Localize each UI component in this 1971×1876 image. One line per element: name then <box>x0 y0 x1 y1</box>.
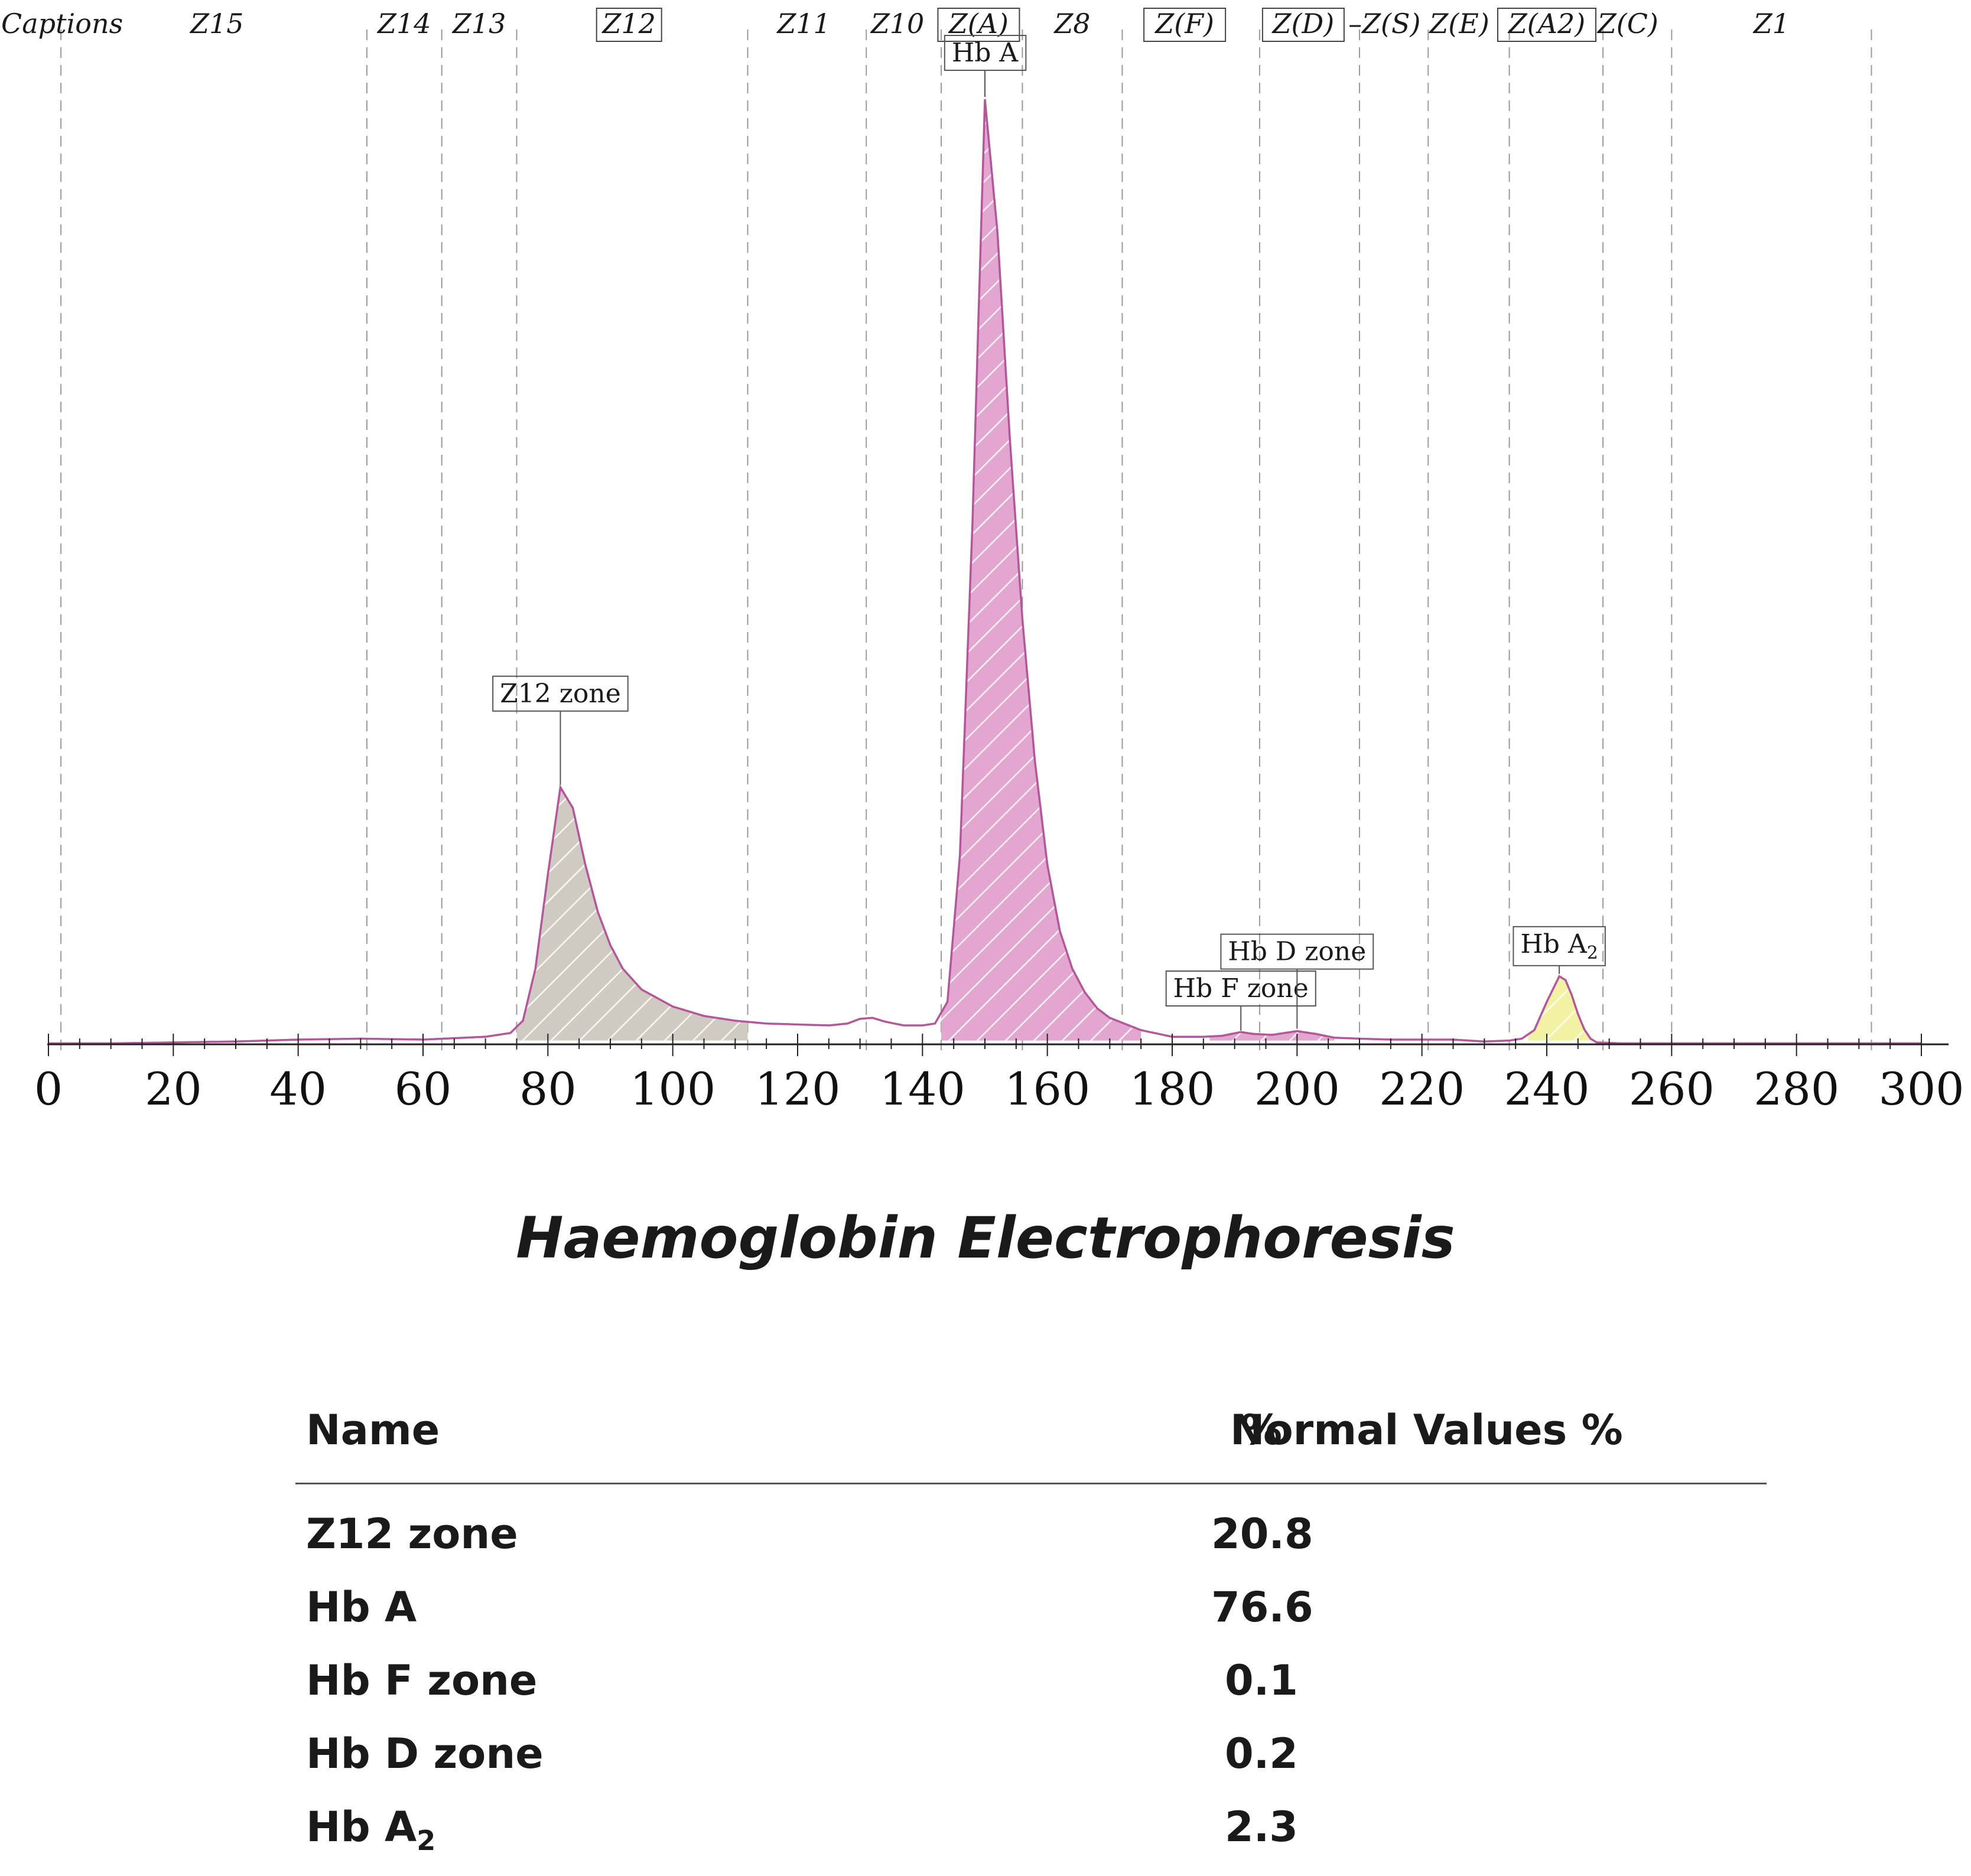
electrophoresis-chart: Captions Z15 Z14 Z13 Z12 Z11 Z10 Z(A) Z8 Z(F) Z(D)… <box>1 8 1965 1115</box>
peak-label-text: Hb D zone <box>1228 937 1366 967</box>
x-tick-label: 80 <box>519 1063 577 1115</box>
row-name: Z12 zone <box>306 1510 518 1558</box>
zone-caption: Z(A2) <box>1507 8 1585 40</box>
results-table: Name % Normal Values % Z12 zone 20.8 Hb … <box>295 1394 1767 1857</box>
peak-label: Hb F zone <box>1165 970 1316 1031</box>
row-name-main: Hb A <box>306 1803 417 1851</box>
x-tick-label: 120 <box>754 1063 840 1115</box>
zone-caption: Z13 <box>451 8 506 40</box>
x-tick-label: 60 <box>395 1063 452 1115</box>
x-tick-label: 100 <box>630 1063 715 1115</box>
x-axis: 0 20 40 60 80 100 120 140 160 180 200 220 240 260 280 3… <box>34 1034 1965 1115</box>
x-tick-label: 280 <box>1754 1063 1839 1115</box>
table-row: Z12 zone 20.8 <box>295 1510 1767 1583</box>
x-tick-label: 20 <box>145 1063 202 1115</box>
row-percent: 20.8 <box>1211 1510 1313 1558</box>
zone-caption: Z(D) <box>1271 8 1335 40</box>
row-percent: 76.6 <box>1211 1583 1313 1631</box>
peak-area-hatch <box>1528 976 1591 1041</box>
chart-title: Haemoglobin Electrophoresis <box>516 1205 1455 1271</box>
x-tick-label: 160 <box>1004 1063 1090 1115</box>
header-name: Name <box>306 1406 440 1454</box>
row-name: Hb A2 <box>306 1803 435 1857</box>
table-body: Z12 zone 20.8 Hb A 76.6 Hb F zone 0.1 Hb… <box>295 1510 1767 1876</box>
zone-caption: Z15 <box>189 8 244 40</box>
peak-area-hatch <box>941 99 1141 1041</box>
table-row: Hb F zone 0.1 <box>295 1656 1767 1730</box>
x-tick-label: 220 <box>1379 1063 1465 1115</box>
header-divider <box>295 1483 1767 1484</box>
zone-caption-box <box>596 8 662 42</box>
x-tick-label: 260 <box>1629 1063 1715 1115</box>
zone-caption-box <box>1497 8 1596 42</box>
x-tick-label: 300 <box>1878 1063 1964 1115</box>
zone-caption: Z11 <box>776 8 831 40</box>
x-tick-label: 240 <box>1504 1063 1589 1115</box>
zone-caption: Z(E) <box>1428 8 1489 40</box>
peak-label: Hb A <box>944 35 1027 97</box>
x-tick-label: 40 <box>269 1063 327 1115</box>
peak-label-text: Hb F zone <box>1173 973 1309 1004</box>
zone-caption: Z(F) <box>1154 8 1214 40</box>
row-name: Hb A <box>306 1583 417 1631</box>
zone-caption-box <box>1143 8 1227 42</box>
row-name: Hb F zone <box>306 1656 538 1705</box>
zone-caption: Z(A) <box>948 8 1009 40</box>
row-percent: 2.3 <box>1224 1803 1298 1851</box>
table-row: Hb D zone 0.2 <box>295 1730 1767 1803</box>
x-tick-label: 180 <box>1129 1063 1215 1115</box>
table-row: Hb A2 2.3 <box>295 1803 1767 1876</box>
header-normal-values: Normal Values % <box>1230 1406 1623 1454</box>
x-tick-label: 0 <box>34 1063 63 1115</box>
header-percent: % <box>1240 1406 1283 1454</box>
row-percent: 0.1 <box>1224 1656 1298 1705</box>
captions-label: Captions <box>1 8 123 40</box>
peak-label: Hb D zone <box>1220 933 1374 1029</box>
peak-area-hatch <box>516 787 748 1041</box>
peak-label-text: Z12 zone <box>500 679 621 709</box>
x-tick-label: 200 <box>1254 1063 1340 1115</box>
zone-caption: Z1 <box>1752 8 1790 40</box>
zone-caption: Z12 <box>601 8 656 40</box>
zone-caption: –Z(S) <box>1348 8 1420 40</box>
table-header: Name % Normal Values % <box>295 1394 1767 1477</box>
row-name: Hb D zone <box>306 1730 544 1778</box>
zone-captions: Captions Z15 Z14 Z13 Z12 Z11 Z10 Z(A) Z8 Z(F) Z(D)… <box>1 8 1790 42</box>
zone-caption-box <box>1261 8 1345 42</box>
peak-label-text: Hb A <box>952 38 1019 68</box>
zone-caption: Z10 <box>870 8 925 40</box>
zone-caption: Z8 <box>1053 8 1090 40</box>
peak-label: Hb A2 <box>1513 926 1606 974</box>
peak-labels: Z12 zone Hb A Hb F zone Hb D zone Hb A2 <box>492 35 1606 1031</box>
zone-caption-box <box>937 8 1020 42</box>
row-percent: 0.2 <box>1224 1730 1298 1778</box>
x-tick-label: 140 <box>880 1063 965 1115</box>
row-name-subscript: 2 <box>417 1825 436 1857</box>
peak-label: Z12 zone <box>492 675 629 785</box>
zone-caption: Z(C) <box>1596 8 1658 40</box>
table-row: Hb A 76.6 <box>295 1583 1767 1656</box>
peak-areas <box>516 99 1591 1041</box>
zone-caption: Z14 <box>376 8 431 40</box>
peak-label-text: Hb A2 <box>1520 929 1598 963</box>
